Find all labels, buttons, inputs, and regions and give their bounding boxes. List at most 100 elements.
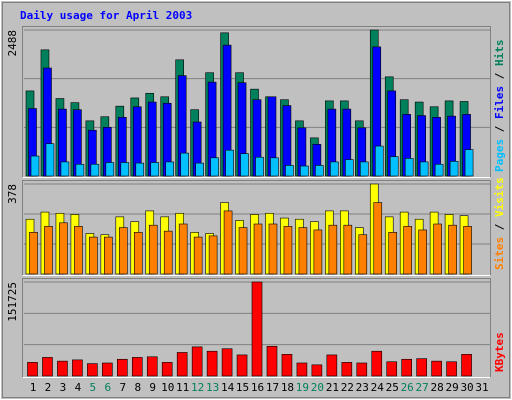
bar	[358, 234, 368, 275]
bar	[117, 358, 128, 377]
bar	[44, 226, 53, 275]
legend-separator: /	[493, 119, 506, 139]
bar	[178, 223, 188, 275]
bar	[311, 364, 323, 377]
bar	[102, 362, 113, 377]
x-tick-label: 30	[460, 381, 473, 394]
bar	[74, 226, 83, 275]
bar	[206, 350, 218, 377]
legend-entry: Sites	[493, 237, 506, 270]
x-tick-label: 26	[401, 381, 414, 394]
x-tick-label: 22	[341, 381, 354, 394]
legend: Pages / Files / Hits	[493, 40, 506, 173]
bar	[326, 354, 338, 377]
bar	[434, 163, 444, 177]
bar	[388, 232, 398, 275]
bar	[446, 361, 457, 377]
bar	[401, 358, 412, 377]
bar	[283, 226, 293, 275]
x-tick-label: 15	[236, 381, 249, 394]
bar	[236, 354, 248, 377]
x-tick-label: 5	[90, 381, 97, 394]
bar	[90, 163, 100, 177]
bar	[313, 229, 323, 275]
x-tick-label: 23	[356, 381, 369, 394]
legend: KBytes	[493, 332, 506, 372]
bar	[119, 227, 128, 275]
bar	[281, 354, 293, 377]
x-tick-label: 2	[45, 381, 52, 394]
bar	[133, 232, 143, 275]
bar	[285, 165, 294, 177]
bar	[253, 223, 263, 275]
x-tick-label: 28	[431, 381, 444, 394]
bar	[431, 360, 442, 377]
bar	[176, 352, 188, 377]
bar	[120, 162, 130, 177]
bar	[251, 281, 263, 377]
bar	[461, 354, 472, 377]
bar	[221, 348, 233, 377]
chart-title: Daily usage for April 2003	[20, 9, 192, 22]
bar	[270, 157, 279, 177]
bar	[330, 161, 339, 177]
bar	[135, 162, 145, 177]
x-tick-label: 31	[475, 381, 488, 394]
bar	[45, 143, 55, 177]
bar	[75, 163, 85, 177]
x-tick-label: 14	[221, 381, 235, 394]
bar	[373, 202, 383, 275]
bar	[448, 224, 457, 275]
x-tick-label: 18	[281, 381, 294, 394]
legend-entry: Hits	[493, 40, 506, 67]
bar	[59, 222, 68, 275]
y-tick-label: 151725	[6, 282, 19, 322]
bar	[191, 346, 203, 377]
bar	[343, 224, 353, 275]
bar	[195, 162, 204, 177]
x-tick-label: 25	[386, 381, 399, 394]
bar	[341, 362, 353, 377]
x-tick-label: 13	[206, 381, 219, 394]
bar	[165, 161, 175, 177]
bar	[29, 232, 38, 275]
bar	[225, 149, 234, 177]
bar	[27, 362, 38, 377]
bar	[418, 229, 427, 275]
bar	[161, 362, 173, 377]
bar	[240, 153, 249, 177]
bar	[131, 357, 143, 377]
x-tick-label: 12	[191, 381, 204, 394]
bar	[146, 356, 158, 377]
bar	[60, 161, 70, 177]
bar	[403, 226, 412, 275]
legend-separator: /	[493, 66, 506, 86]
bar	[208, 235, 218, 275]
bar	[296, 362, 308, 377]
bar	[419, 161, 429, 177]
legend-separator: /	[493, 217, 506, 237]
legend-entry: KBytes	[493, 332, 506, 372]
bar	[30, 155, 40, 177]
legend-entry: Visits	[493, 177, 506, 217]
bar	[210, 157, 219, 177]
x-tick-label: 9	[149, 381, 156, 394]
x-tick-label: 8	[134, 381, 141, 394]
x-tick-label: 29	[445, 381, 458, 394]
x-tick-label: 4	[75, 381, 82, 394]
bar	[298, 227, 308, 275]
bar	[57, 360, 68, 377]
bar	[449, 161, 459, 177]
bar	[416, 358, 427, 377]
x-tick-label: 17	[266, 381, 279, 394]
legend: Sites / Visits	[493, 177, 506, 270]
bar	[163, 230, 173, 275]
bar	[464, 149, 474, 177]
bar	[374, 145, 384, 177]
bar	[433, 223, 442, 275]
bar	[268, 223, 278, 275]
bar	[356, 362, 368, 377]
